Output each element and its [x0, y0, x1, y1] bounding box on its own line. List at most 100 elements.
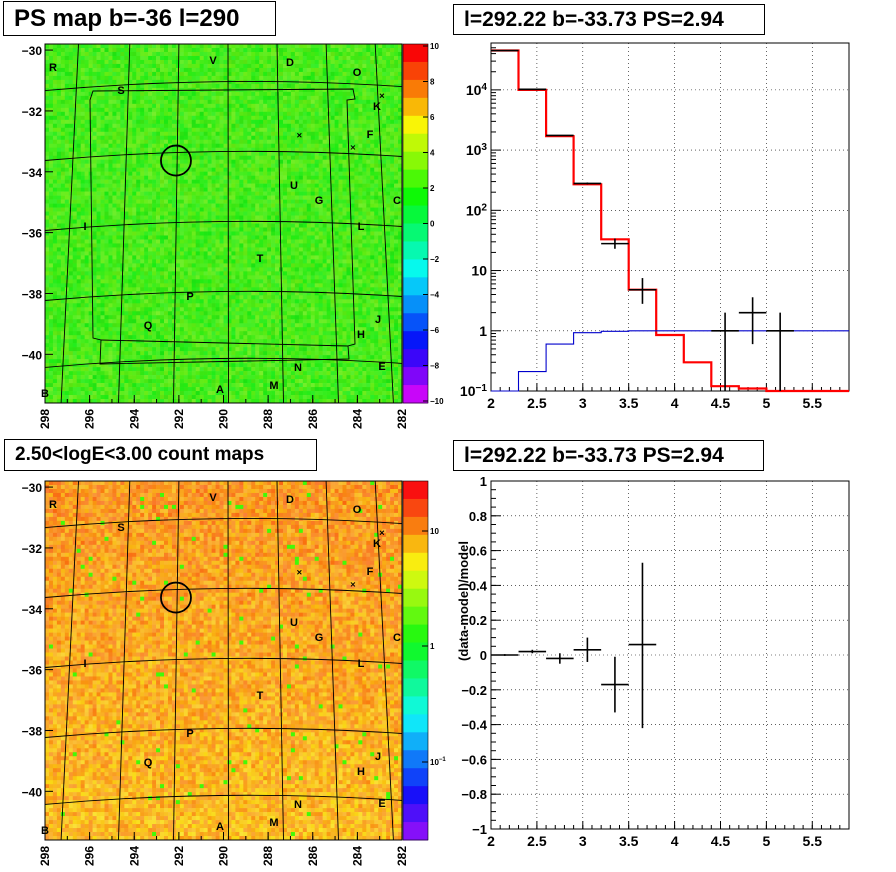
meridian-line [227, 480, 229, 841]
colorbar-cell [403, 97, 428, 117]
meridian-line [227, 43, 229, 404]
colorbar-cell [403, 498, 428, 518]
colorbar-frame [402, 480, 429, 841]
meridian-line [60, 480, 79, 841]
y-tick-label: −30 [22, 44, 43, 58]
colorbar-cell [403, 313, 428, 332]
colorbar-tick-label: −2 [430, 255, 440, 264]
y-tick-label: −38 [22, 287, 43, 301]
colorbar-cell [403, 241, 428, 260]
residual-frame [490, 480, 850, 830]
ps-map-cells [45, 44, 403, 404]
meridian-line [173, 480, 180, 841]
x-tick-label: 286 [306, 846, 320, 866]
colorbar-cell [403, 259, 428, 278]
ps-colorbar [403, 44, 428, 404]
colorbar-cell [403, 151, 428, 171]
x-tick-label: 3.5 [619, 833, 639, 849]
y-tick-label: 1 [480, 474, 487, 489]
y-tick-label: 0.6 [469, 544, 487, 559]
residual-title: l=292.22 b=-33.73 PS=2.94 [453, 440, 764, 471]
y-tick-label: −40 [22, 785, 43, 799]
colorbar-tick-label: −8 [430, 362, 440, 371]
x-tick-label: 294 [127, 846, 141, 866]
colorbar-tick-label: −6 [430, 326, 440, 335]
colorbar-cell [403, 642, 428, 661]
meridian-line [60, 43, 79, 404]
cross-marker [297, 132, 302, 138]
y-tick-label: −0.4 [461, 718, 487, 733]
colorbar-tick-label: 10 [430, 42, 439, 51]
colorbar-cell [403, 750, 428, 769]
region-label-a: A [216, 821, 224, 833]
cross-marker [350, 145, 356, 150]
colorbar-tick-label: 10−1 [430, 757, 446, 767]
y-tick-label: −0.8 [461, 787, 487, 802]
x-tick-label: 2 [487, 395, 495, 411]
colorbar-cell [403, 115, 428, 135]
x-tick-label: 288 [261, 846, 275, 866]
x-tick-label: 4.5 [711, 395, 731, 411]
meridian-line [173, 43, 180, 404]
colorbar-tick-label: 0 [430, 220, 435, 229]
region-label-t: T [257, 253, 264, 265]
parallel-line [44, 587, 403, 598]
y-tick-label: 0.2 [469, 613, 487, 628]
parallel-line [44, 794, 403, 805]
colorbar-cell [403, 552, 428, 572]
region-label-q: Q [144, 757, 153, 769]
x-tick-label: 3.5 [619, 395, 639, 411]
colorbar-cell [403, 696, 428, 715]
x-tick-label: 296 [83, 409, 97, 429]
count-colorbar [403, 481, 428, 841]
colorbar-cell [403, 295, 428, 314]
x-tick-label: 5.5 [803, 395, 823, 411]
x-tick-label: 4 [671, 395, 679, 411]
region-label-m: M [269, 380, 278, 392]
x-tick-label: 290 [217, 409, 231, 429]
colorbar-tick-label: 1 [430, 642, 435, 651]
y-tick-label: 0.4 [469, 578, 488, 593]
region-label-d: D [286, 57, 294, 69]
colorbar-cell [403, 61, 428, 81]
colorbar-cell [403, 822, 428, 841]
region-label-k: K [373, 101, 381, 113]
colorbar-tick-label: 4 [430, 149, 435, 158]
colorbar-cell [403, 678, 428, 697]
colorbar-cell [403, 44, 428, 63]
colorbar-cell [403, 768, 428, 787]
y-tick-label: −36 [22, 227, 43, 241]
source-marker-circle [160, 581, 192, 614]
x-tick-label: 294 [127, 409, 141, 429]
region-label-q: Q [144, 320, 153, 332]
colorbar-tick-label: −4 [430, 291, 440, 300]
parallel-line [44, 518, 403, 529]
region-label-o: O [353, 504, 362, 516]
region-label-s: S [117, 85, 124, 97]
region-label-m: M [269, 817, 278, 829]
region-label-e: E [378, 361, 385, 373]
meridian-line [276, 480, 284, 841]
x-tick-label: 296 [83, 846, 97, 866]
y-tick-label: −38 [22, 724, 43, 738]
region-label-b: B [41, 825, 49, 837]
y-tick-label: 1 [479, 323, 487, 339]
region-label-k: K [373, 538, 381, 550]
y-tick-label: 0 [480, 648, 487, 663]
x-tick-label: 4 [671, 833, 679, 849]
meridian-line [374, 480, 394, 841]
cross-marker [297, 569, 302, 575]
colorbar-cell [403, 516, 428, 536]
x-tick-label: 298 [38, 846, 52, 866]
colorbar-tick-label: 8 [430, 78, 435, 87]
region-label-f: F [367, 129, 374, 141]
y-tick-label: 10 [471, 263, 487, 279]
meridian-line [118, 480, 131, 841]
meridian-line [276, 43, 284, 404]
region-label-c: C [393, 195, 401, 207]
colorbar-cell [403, 588, 428, 608]
colorbar-tick-label: 10 [430, 527, 439, 536]
colorbar-tick-label: 2 [430, 184, 435, 193]
meridian-line [374, 43, 394, 404]
colorbar-cell [403, 223, 428, 242]
